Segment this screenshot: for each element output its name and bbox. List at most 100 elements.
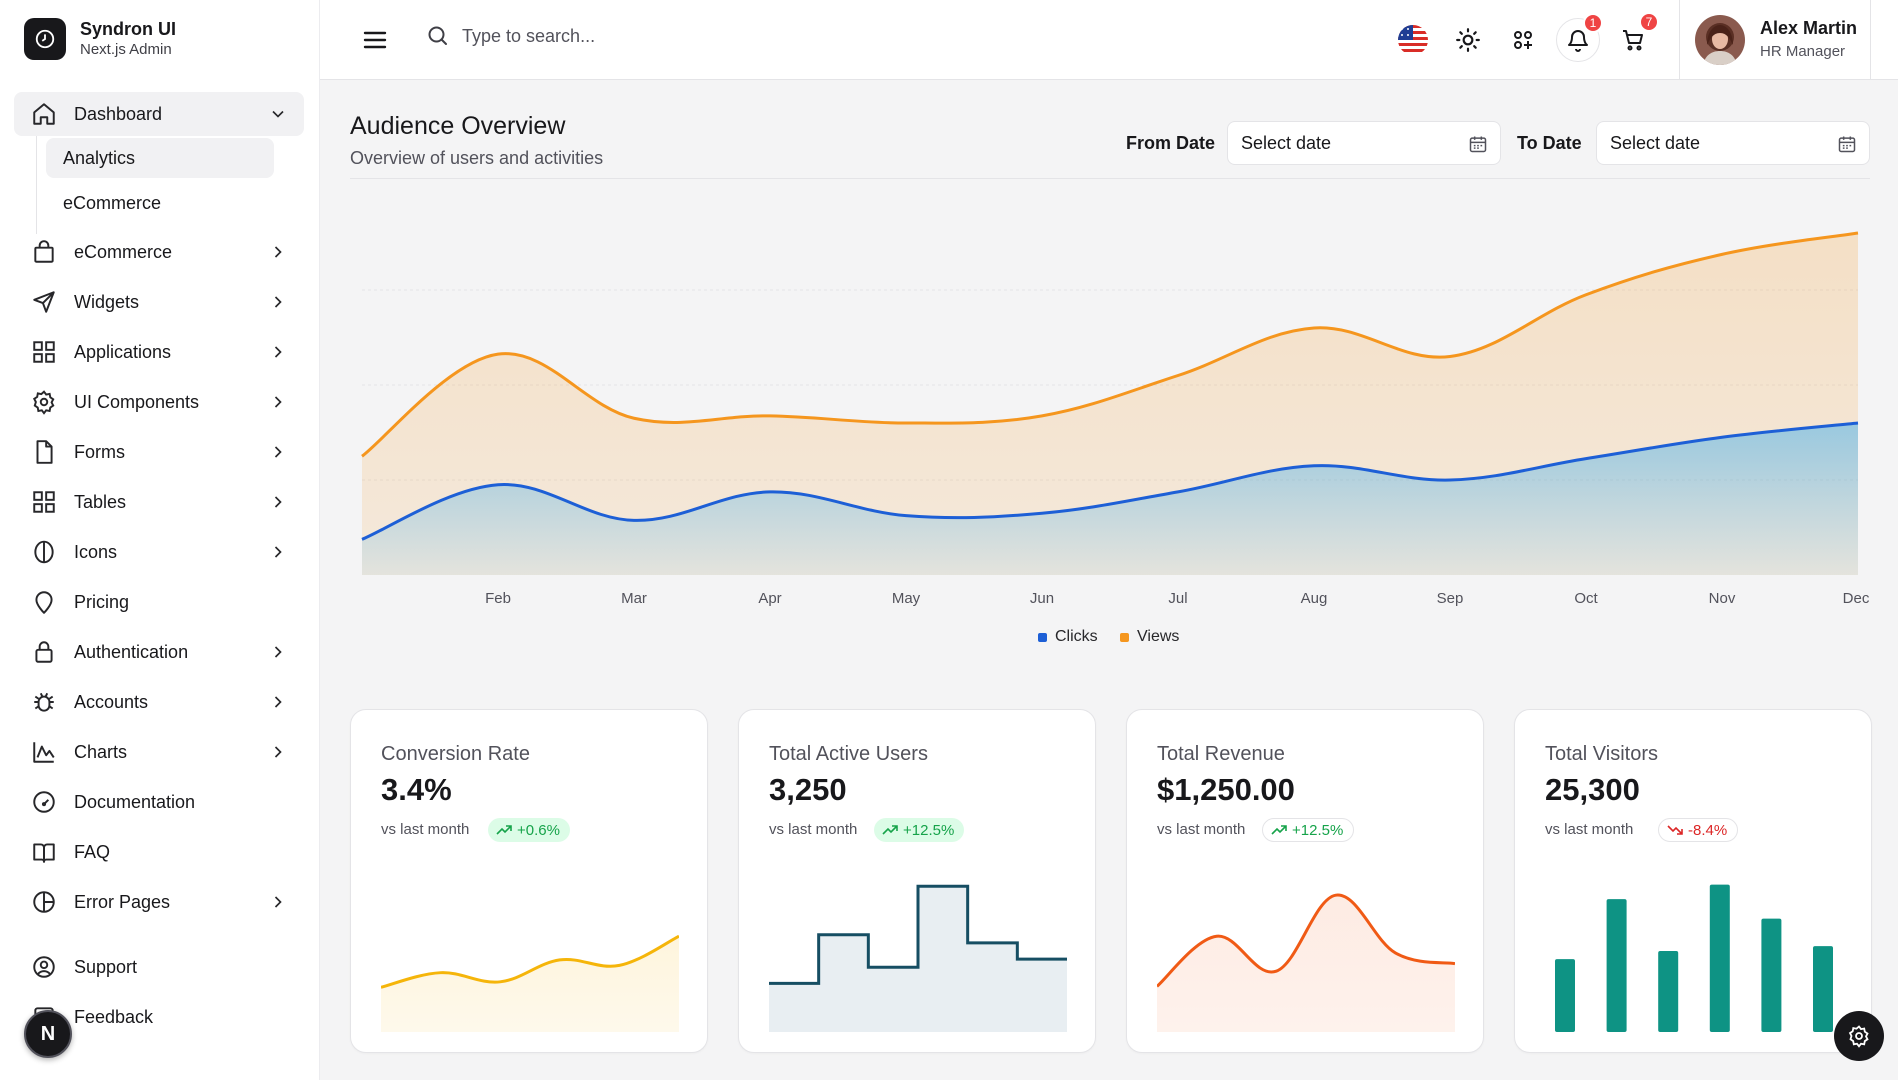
legend-label-clicks: Clicks [1055,628,1098,645]
card-comparison-label: vs last month [1157,821,1246,838]
gear-icon [30,388,58,416]
notifications-badge: 1 [1583,13,1603,33]
avatar[interactable] [1695,15,1745,65]
header-divider [1679,0,1680,80]
sidebar-item-accounts[interactable]: Accounts [14,680,304,724]
calendar-icon [1837,134,1857,154]
sparkline-line [769,884,1067,985]
bar[interactable] [1658,951,1679,1032]
chevron-right-icon [268,642,288,662]
sidebar-item-forms[interactable]: Forms [14,430,304,474]
trend-up-icon [882,825,898,835]
trend-badge: -8.4% [1658,818,1739,842]
bar[interactable] [1761,918,1782,1032]
from-date-label: From Date [1126,133,1216,153]
cart-button[interactable]: 7 [1611,12,1659,62]
gauge-icon [30,788,58,816]
conversion-sparkline [381,934,679,1032]
x-tick-label: Jun [1030,590,1054,607]
trend-value: +12.5% [903,821,955,839]
card-comparison-label: vs last month [1545,821,1634,838]
sidebar-item-error-pages[interactable]: Error Pages [14,880,304,924]
to-date-picker[interactable]: Select date [1596,121,1870,165]
us-flag-icon [1397,24,1429,56]
sidebar-item-charts[interactable]: Charts [14,730,304,774]
nextjs-floating-badge[interactable]: N [24,1010,72,1058]
sidebar-item-documentation[interactable]: Documentation [14,780,304,824]
section-divider [350,178,1870,179]
sidebar-item-label: Tables [74,491,127,512]
bar[interactable] [1555,959,1575,1032]
notifications-button[interactable]: 1 [1556,13,1603,62]
bar[interactable] [1813,946,1833,1032]
sun-icon [1455,27,1481,53]
revenue-sparkline [1157,893,1455,1032]
from-date-picker[interactable]: Select date [1227,121,1501,165]
sidebar-subitem-analytics[interactable]: Analytics [46,138,274,178]
settings-fab[interactable] [1834,1011,1884,1061]
sidebar-item-pricing[interactable]: Pricing [14,580,304,624]
menu-toggle-icon[interactable] [362,28,388,52]
trend-down-icon [1667,825,1683,835]
card-title: Total Visitors [1545,743,1659,765]
brand[interactable]: Syndron UI Next.js Admin [24,18,176,60]
sidebar: Syndron UI Next.js Admin Dashboard Analy… [0,0,320,1080]
chevron-right-icon [268,542,288,562]
search-input[interactable] [462,25,822,47]
series-line-clicks[interactable] [361,421,1859,541]
search-bar [426,24,822,48]
grid-icon [30,338,58,366]
user-name[interactable]: Alex Martin [1760,18,1858,38]
sidebar-item-ecommerce[interactable]: eCommerce [14,230,304,274]
card-title: Total Active Users [769,743,928,765]
sidebar-item-widgets[interactable]: Widgets [14,280,304,324]
language-flag-button[interactable] [1391,18,1435,62]
trend-badge: +0.6% [488,818,570,842]
sidebar-item-label: Charts [74,741,128,762]
card-value: 25,300 [1545,772,1640,807]
trend-value: +0.6% [517,821,560,839]
chevron-right-icon [268,892,288,912]
theme-toggle-button[interactable] [1446,18,1490,62]
sidebar-item-label: Accounts [74,691,149,712]
sidebar-item-label: eCommerce [74,241,173,262]
legend-item-views[interactable]: Views [1120,628,1179,646]
bug-icon [30,688,58,716]
series-line-views[interactable] [361,231,1859,458]
bell-icon [1566,28,1590,52]
x-tick-label: Oct [1574,590,1598,607]
x-tick-label: Dec [1843,590,1870,607]
chevron-right-icon [268,742,288,762]
apps-button[interactable] [1501,18,1545,62]
sidebar-item-label: FAQ [74,841,111,862]
cart-icon [1621,28,1645,52]
lock-icon [30,638,58,666]
card-value: $1,250.00 [1157,772,1295,807]
x-tick-label: Apr [758,590,781,607]
card-value: 3.4% [381,772,452,807]
trend-badge: +12.5% [874,818,965,842]
leaf-icon [30,538,58,566]
sidebar-item-icons[interactable]: Icons [14,530,304,574]
sidebar-item-support[interactable]: Support [14,945,304,989]
sidebar-item-applications[interactable]: Applications [14,330,304,374]
sidebar-item-faq[interactable]: FAQ [14,830,304,874]
sidebar-item-authentication[interactable]: Authentication [14,630,304,674]
bar[interactable] [1709,884,1730,1032]
sidebar-item-label: Icons [74,541,118,562]
sidebar-item-ui-components[interactable]: UI Components [14,380,304,424]
legend-item-clicks[interactable]: Clicks [1038,628,1098,646]
legend-swatch-clicks [1038,632,1047,642]
audience-area-chart: Feb Mar Apr May Jun Jul Aug Sep Oct Nov Dec [361,231,1870,607]
sidebar-item-dashboard[interactable]: Dashboard [14,92,304,136]
legend-swatch-views [1120,632,1129,642]
trend-value: +12.5% [1292,821,1344,839]
sidebar-item-tables[interactable]: Tables [14,480,304,524]
pie-icon [30,888,58,916]
card-comparison-label: vs last month [769,821,858,838]
chevron-right-icon [268,692,288,712]
x-tick-label: Feb [485,590,511,607]
sidebar-subitem-ecommerce[interactable]: eCommerce [63,192,162,213]
search-icon [426,24,450,48]
bar[interactable] [1606,899,1627,1032]
